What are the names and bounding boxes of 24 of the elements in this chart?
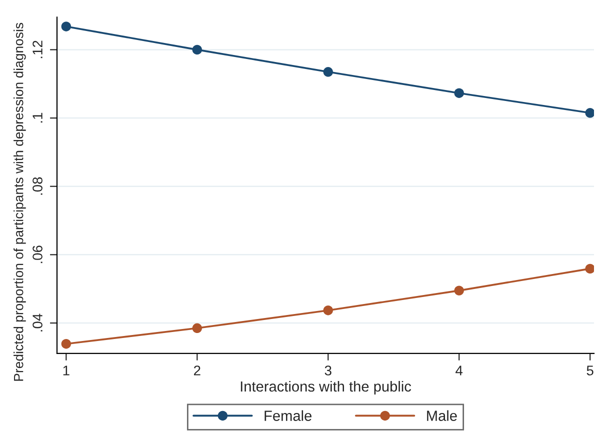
point	[323, 67, 333, 77]
x-tick-label: 1	[63, 366, 70, 376]
y-axis-title: Predicted proportion of participants with depression diagnosis	[14, 22, 26, 381]
x-tick-label: 2	[194, 366, 200, 376]
x-tick-label: 5	[586, 366, 594, 376]
point	[585, 264, 594, 274]
legend-label: Female	[264, 410, 312, 421]
legend-label: Male	[427, 410, 457, 421]
y-tick-label: .12	[32, 40, 42, 58]
x-tick-label: 4	[456, 366, 463, 376]
x-axis-title: Interactions with the public	[240, 380, 412, 395]
point	[61, 22, 72, 32]
point	[454, 286, 464, 296]
y-tick-label: .04	[32, 314, 42, 332]
point	[585, 108, 594, 118]
point	[323, 306, 333, 316]
point	[192, 44, 202, 55]
x-tick-label: 3	[324, 366, 332, 376]
y-tick-label: .1	[32, 112, 42, 123]
y-tick-label: .06	[32, 246, 42, 264]
y-tick-label: .08	[32, 177, 42, 195]
point	[192, 323, 202, 333]
point	[454, 88, 464, 98]
point	[61, 338, 72, 349]
